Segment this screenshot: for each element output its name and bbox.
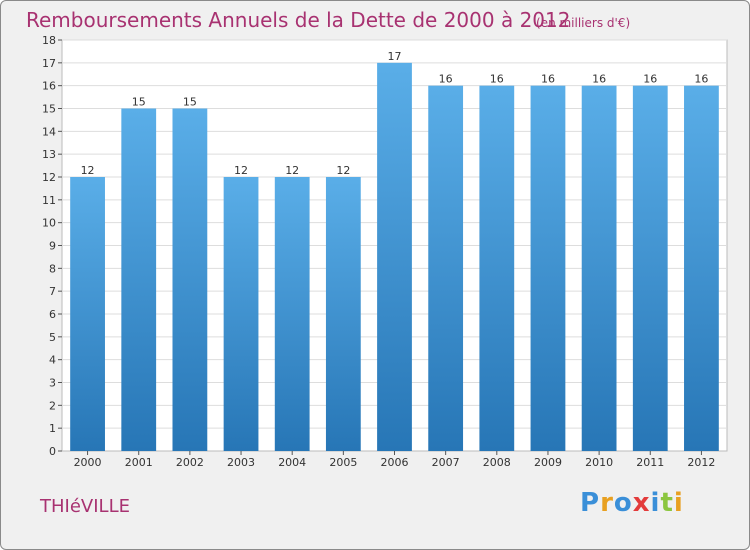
commune-name: THIéVILLE bbox=[40, 496, 130, 517]
data-label: 16 bbox=[643, 73, 657, 86]
data-label: 12 bbox=[285, 164, 299, 177]
data-label: 16 bbox=[694, 73, 708, 86]
proxiti-logo: Proxiti bbox=[580, 488, 684, 518]
data-label: 17 bbox=[388, 50, 402, 63]
x-tick-label: 2012 bbox=[687, 456, 715, 469]
y-tick-label: 13 bbox=[42, 148, 56, 161]
bar bbox=[479, 85, 515, 452]
bar bbox=[274, 177, 310, 451]
y-tick-label: 12 bbox=[42, 171, 56, 184]
y-tick-label: 17 bbox=[42, 57, 56, 70]
x-tick-label: 2009 bbox=[534, 456, 562, 469]
y-tick-label: 7 bbox=[49, 285, 56, 298]
bar bbox=[121, 108, 157, 451]
data-label: 12 bbox=[234, 164, 248, 177]
logo-letter: P bbox=[580, 488, 601, 518]
logo-letter: i bbox=[673, 488, 684, 518]
x-tick-label: 2004 bbox=[278, 456, 306, 469]
x-axis: 2000 2001 2002 2003 2004 2005 2006 2007 2008 2009… bbox=[74, 451, 715, 469]
logo-letter: r bbox=[600, 488, 614, 518]
bar bbox=[428, 85, 464, 452]
y-tick-label: 4 bbox=[49, 354, 56, 367]
bars bbox=[70, 62, 719, 452]
bar bbox=[70, 177, 105, 451]
y-tick-label: 15 bbox=[42, 103, 56, 116]
x-tick-label: 2007 bbox=[432, 456, 460, 469]
y-tick-label: 16 bbox=[42, 80, 56, 93]
chart-unit: (en milliers d'€) bbox=[536, 16, 631, 30]
x-tick-label: 2002 bbox=[176, 456, 204, 469]
y-tick-label: 0 bbox=[49, 445, 56, 458]
x-tick-label: 2010 bbox=[585, 456, 613, 469]
logo-letter: t bbox=[660, 488, 674, 518]
y-tick-label: 1 bbox=[49, 422, 56, 435]
data-label: 12 bbox=[81, 164, 95, 177]
y-tick-label: 8 bbox=[49, 262, 56, 275]
data-label: 15 bbox=[132, 96, 146, 109]
y-tick-label: 5 bbox=[49, 331, 56, 344]
bar bbox=[530, 85, 566, 452]
bar bbox=[581, 85, 617, 452]
data-labels: 12 15 15 12 12 12 17 16 16 16 16 16 16 bbox=[81, 50, 709, 177]
y-tick-label: 11 bbox=[42, 194, 56, 207]
bar bbox=[325, 177, 361, 451]
bar bbox=[172, 108, 208, 451]
y-tick-label: 9 bbox=[49, 240, 56, 253]
bar bbox=[223, 177, 259, 451]
y-tick-label: 10 bbox=[42, 217, 56, 230]
data-label: 16 bbox=[541, 73, 555, 86]
bar bbox=[632, 85, 668, 452]
logo-letter: o bbox=[613, 488, 633, 518]
y-tick-label: 3 bbox=[49, 377, 56, 390]
x-tick-label: 2006 bbox=[381, 456, 409, 469]
data-label: 16 bbox=[592, 73, 606, 86]
y-tick-label: 18 bbox=[42, 34, 56, 47]
chart-title: Remboursements Annuels de la Dette de 20… bbox=[26, 8, 571, 32]
data-label: 16 bbox=[490, 73, 504, 86]
x-tick-label: 2011 bbox=[636, 456, 664, 469]
y-tick-label: 14 bbox=[42, 125, 56, 138]
data-label: 16 bbox=[439, 73, 453, 86]
x-tick-label: 2005 bbox=[329, 456, 357, 469]
bar bbox=[377, 62, 412, 451]
logo-letter: x bbox=[632, 488, 651, 518]
logo-letter: i bbox=[650, 488, 661, 518]
x-tick-label: 2008 bbox=[483, 456, 511, 469]
data-label: 12 bbox=[336, 164, 350, 177]
y-tick-label: 6 bbox=[49, 308, 56, 321]
x-tick-label: 2001 bbox=[125, 456, 153, 469]
data-label: 15 bbox=[183, 96, 197, 109]
x-tick-label: 2000 bbox=[74, 456, 102, 469]
y-tick-label: 2 bbox=[49, 399, 56, 412]
bar bbox=[684, 85, 719, 452]
x-tick-label: 2003 bbox=[227, 456, 255, 469]
